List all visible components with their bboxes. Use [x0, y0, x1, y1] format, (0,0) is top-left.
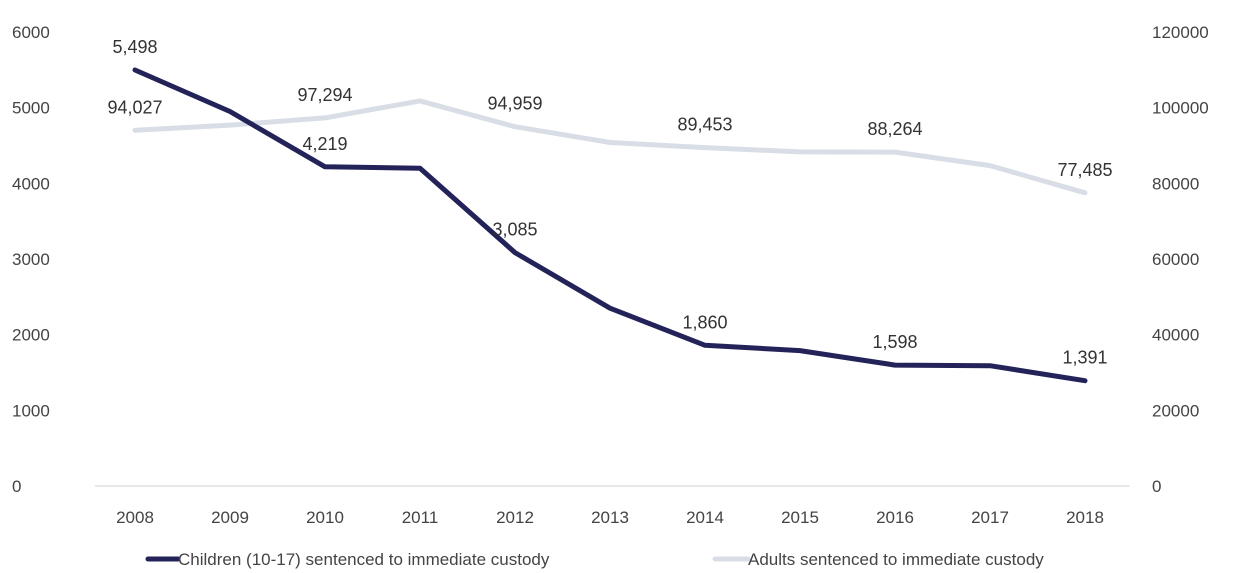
left-axis-tick-label: 2000	[12, 326, 50, 345]
x-axis-tick-label: 2017	[971, 508, 1009, 527]
data-label-children: 4,219	[302, 134, 347, 154]
legend: Children (10-17) sentenced to immediate …	[145, 550, 1044, 569]
left-axis-tick-label: 4000	[12, 174, 50, 193]
x-axis-tick-label: 2009	[211, 508, 249, 527]
data-label-children: 1,598	[872, 332, 917, 352]
x-axis-tick-label: 2018	[1066, 508, 1104, 527]
data-label-adults: 77,485	[1057, 160, 1112, 180]
right-axis-tick-label: 100000	[1152, 99, 1209, 118]
right-axis-tick-label: 0	[1152, 477, 1161, 496]
data-label-children: 3,085	[492, 220, 537, 240]
x-axis-tick-label: 2008	[116, 508, 154, 527]
x-axis-tick-label: 2013	[591, 508, 629, 527]
x-axis-tick-label: 2011	[402, 508, 439, 527]
right-axis-tick-label: 120000	[1152, 23, 1209, 42]
left-y-axis: 0 1000 2000 3000 4000 5000 6000	[12, 23, 50, 496]
series-line-children	[132, 67, 1088, 384]
right-axis-tick-label: 40000	[1152, 326, 1199, 345]
data-label-adults: 97,294	[297, 85, 352, 105]
x-axis-tick-label: 2010	[306, 508, 344, 527]
x-axis-tick-label: 2016	[876, 508, 914, 527]
data-labels: 5,498 4,219 3,085 1,860 1,598 1,391 94,027 97,2…	[107, 37, 1112, 368]
data-label-children: 1,391	[1062, 348, 1107, 368]
left-axis-tick-label: 5000	[12, 99, 50, 118]
data-label-adults: 88,264	[867, 119, 922, 139]
x-axis: 2008 2009 2010 2011 2012 2013 2014 2015 2016 2017…	[116, 508, 1104, 527]
right-axis-tick-label: 20000	[1152, 401, 1199, 420]
left-axis-tick-label: 3000	[12, 250, 50, 269]
series-layer	[132, 67, 1088, 384]
data-label-adults: 94,027	[107, 97, 162, 117]
x-axis-tick-label: 2012	[496, 508, 534, 527]
data-label-adults: 89,453	[677, 115, 732, 135]
data-label-children: 5,498	[112, 37, 157, 57]
left-axis-tick-label: 6000	[12, 23, 50, 42]
right-y-axis: 0 20000 40000 60000 80000 100000 120000	[1152, 23, 1209, 496]
right-axis-tick-label: 60000	[1152, 250, 1199, 269]
x-axis-tick-label: 2014	[686, 508, 724, 527]
right-axis-tick-label: 80000	[1152, 174, 1199, 193]
data-label-children: 1,860	[682, 312, 727, 332]
x-axis-tick-label: 2015	[781, 508, 819, 527]
legend-label-adults: Adults sentenced to immediate custody	[748, 550, 1044, 569]
series-line-adults	[132, 98, 1088, 196]
left-axis-tick-label: 1000	[12, 401, 50, 420]
data-label-adults: 94,959	[487, 94, 542, 114]
left-axis-tick-label: 0	[12, 477, 21, 496]
legend-label-children: Children (10-17) sentenced to immediate …	[178, 550, 550, 569]
